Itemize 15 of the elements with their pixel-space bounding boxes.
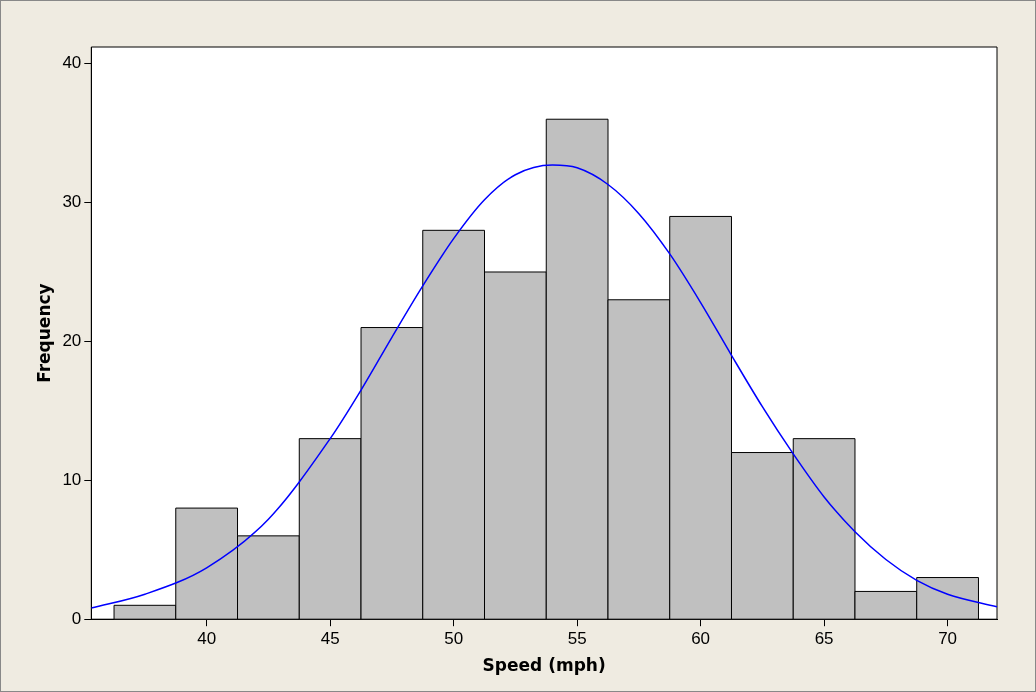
x-tick-label: 45: [320, 629, 340, 649]
x-tick-label: 60: [691, 629, 711, 649]
y-tick-label: 20: [62, 331, 82, 351]
y-tick-label: 30: [62, 192, 82, 212]
x-tick-label: 65: [814, 629, 834, 649]
y-tick-label: 0: [71, 608, 82, 628]
x-tick-label: 50: [444, 629, 464, 649]
x-tick-label: 40: [197, 629, 217, 649]
x-axis-title: Speed (mph): [482, 655, 606, 676]
y-tick-label: 40: [62, 53, 82, 73]
x-tick-label: 55: [567, 629, 587, 649]
y-tick-label: 10: [62, 470, 82, 489]
x-tick-label: 70: [938, 629, 958, 649]
y-axis-title: Frequency: [33, 283, 54, 383]
line-series: [91, 164, 997, 609]
